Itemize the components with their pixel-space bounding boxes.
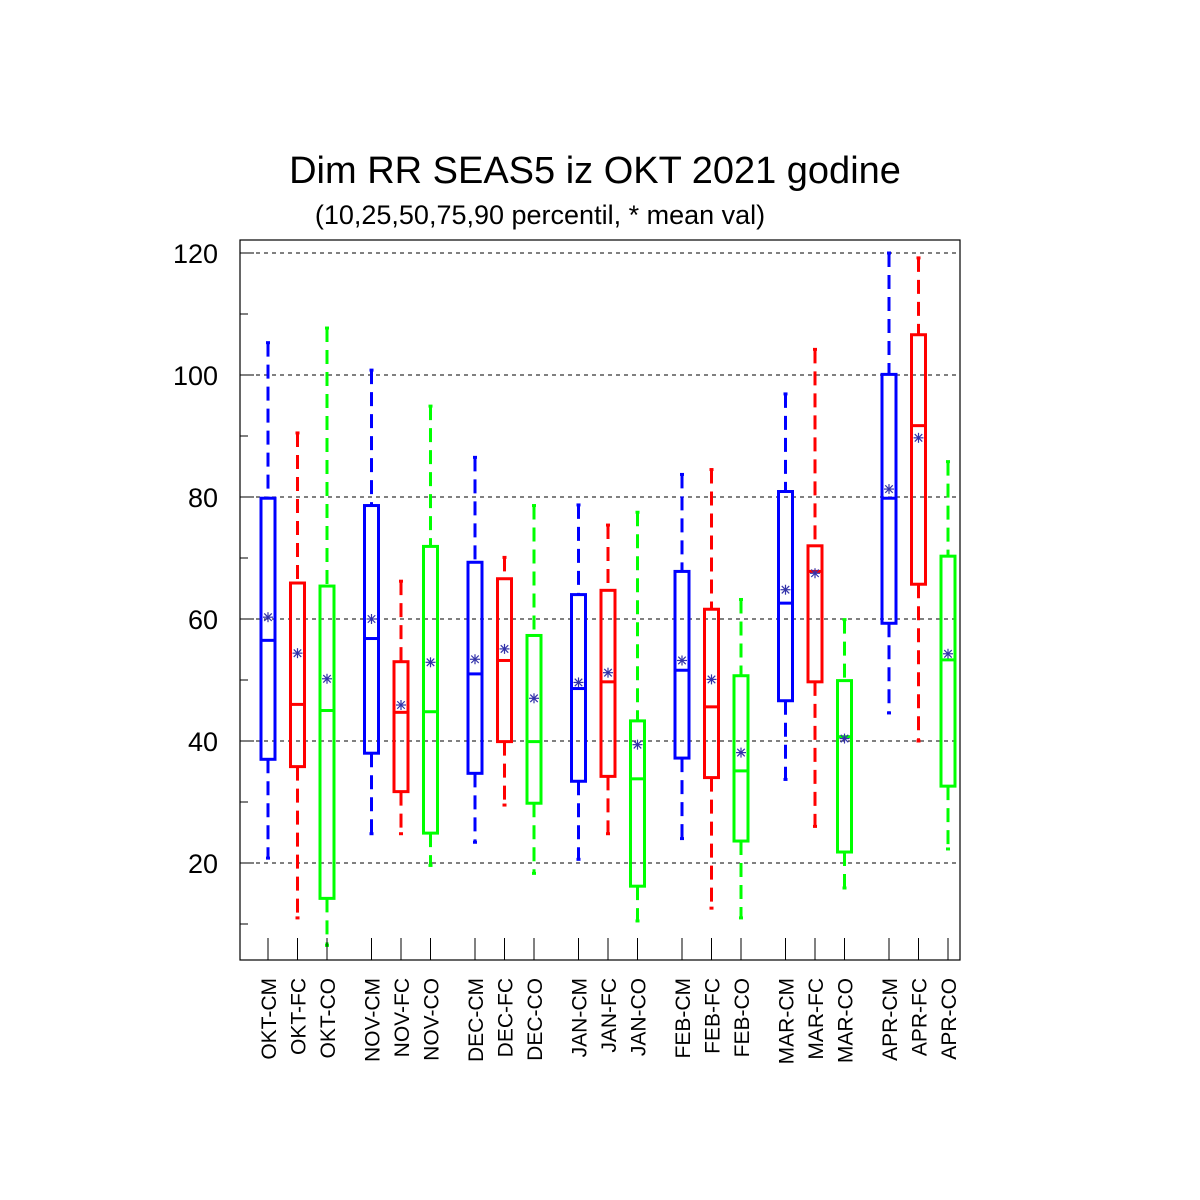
box-iqr: [806, 544, 824, 684]
box-iqr: [525, 633, 543, 805]
mean-marker: [706, 674, 717, 685]
mean-marker: [603, 667, 613, 678]
axes: 20 40 60 80 100 120 OKT-CM OKT-FC OKT-CO NOV-CM NO…: [173, 239, 961, 1064]
box-iqr: [910, 333, 927, 586]
box-feb-co: [732, 597, 750, 920]
x-category-label: JAN-CO: [628, 978, 651, 1056]
x-category-label: APR-CM: [879, 978, 902, 1061]
plot-frame: [239, 239, 961, 961]
box-iqr: [703, 607, 720, 780]
box-apr-co: [939, 460, 957, 851]
x-category-label: JAN-FC: [598, 978, 621, 1053]
mean-marker: [292, 648, 303, 659]
x-category-label: MAR-CO: [835, 978, 858, 1063]
box-iqr: [599, 588, 617, 778]
box-dec-co: [525, 504, 543, 875]
box-iqr: [289, 581, 306, 769]
x-category-label: OKT-FC: [288, 978, 311, 1055]
x-category-label: NOV-CO: [421, 978, 444, 1061]
box-iqr: [732, 674, 750, 843]
box-iqr: [363, 504, 380, 755]
box-iqr: [318, 584, 336, 900]
x-category-label: DEC-FC: [495, 978, 518, 1057]
box-iqr: [259, 496, 277, 761]
box-okt-cm: [259, 341, 277, 860]
box-nov-fc: [392, 579, 410, 836]
x-category-label: OKT-CO: [317, 978, 340, 1059]
box-mar-co: [836, 618, 853, 890]
box-nov-cm: [363, 368, 380, 836]
x-category-label: DEC-CO: [524, 978, 547, 1061]
mean-marker: [573, 677, 584, 688]
mean-marker: [366, 614, 377, 624]
box-mar-fc: [806, 347, 824, 828]
mean-marker: [780, 584, 791, 595]
x-category-label: APR-CO: [938, 978, 961, 1060]
box-iqr: [629, 719, 646, 888]
box-mar-cm: [777, 392, 794, 781]
mean-marker: [913, 432, 924, 443]
x-category-label: FEB-CO: [731, 978, 754, 1057]
box-okt-fc: [289, 431, 306, 920]
box-iqr: [673, 569, 691, 760]
y-tick-label: 100: [173, 361, 218, 391]
x-category-label: NOV-CM: [362, 978, 385, 1062]
mean-marker: [499, 643, 510, 654]
y-tick-label: 60: [188, 605, 218, 635]
box-jan-co: [629, 510, 646, 923]
x-category-label: DEC-CM: [465, 978, 488, 1062]
box-nov-co: [422, 404, 439, 867]
box-feb-fc: [703, 468, 720, 910]
mean-marker: [736, 747, 746, 758]
x-category-label: OKT-CM: [258, 978, 281, 1060]
mean-marker: [425, 657, 436, 668]
x-category-label: FEB-CM: [672, 978, 695, 1059]
mean-marker: [632, 739, 643, 750]
chart-subtitle: (10,25,50,75,90 percentil, * mean val): [314, 200, 766, 230]
mean-marker: [263, 612, 273, 623]
box-jan-cm: [570, 503, 587, 861]
mean-marker: [470, 654, 480, 665]
mean-marker: [322, 673, 332, 684]
box-iqr: [422, 544, 439, 835]
y-tick-label: 20: [188, 849, 218, 879]
y-tick-label: 80: [188, 483, 218, 513]
mean-marker: [529, 693, 539, 704]
box-iqr: [466, 560, 484, 775]
chart-title: Dim RR SEAS5 iz OKT 2021 godine: [289, 150, 901, 192]
box-jan-fc: [599, 523, 617, 836]
box-iqr: [777, 490, 794, 703]
mean-marker: [943, 648, 953, 659]
box-okt-co: [318, 326, 336, 947]
x-category-label: FEB-FC: [702, 978, 725, 1054]
y-tick-label: 40: [188, 727, 218, 757]
mean-marker: [839, 733, 850, 744]
box-iqr: [836, 679, 853, 854]
x-category-label: MAR-CM: [776, 978, 799, 1064]
boxes: [259, 251, 957, 947]
box-apr-cm: [880, 251, 898, 715]
y-tick-label: 120: [173, 239, 218, 269]
box-dec-fc: [496, 555, 513, 807]
box-iqr: [392, 660, 410, 794]
mean-marker: [396, 700, 406, 711]
box-iqr: [939, 554, 957, 788]
mean-marker: [677, 655, 687, 666]
box-feb-cm: [673, 472, 691, 841]
mean-marker: [810, 568, 820, 579]
x-category-label: MAR-FC: [805, 978, 828, 1060]
box-apr-fc: [910, 256, 927, 743]
x-category-label: NOV-FC: [391, 978, 414, 1057]
x-category-label: APR-FC: [909, 978, 932, 1056]
mean-marker: [884, 484, 894, 495]
x-category-label: JAN-CM: [569, 978, 592, 1057]
box-dec-cm: [466, 455, 484, 844]
